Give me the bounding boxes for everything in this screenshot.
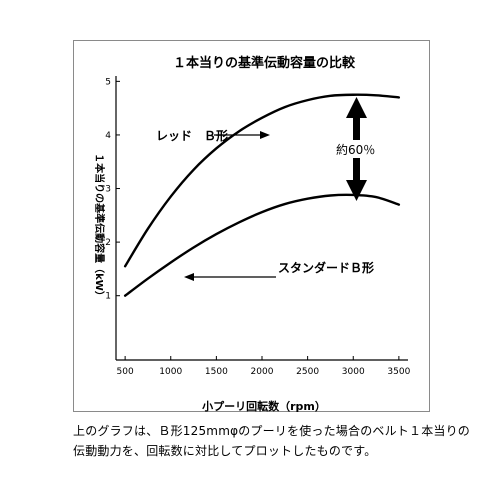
series-label-red-b: レッド Ｂ形 — [156, 129, 228, 143]
series-layer — [123, 93, 401, 297]
x-tick-label: 1000 — [159, 367, 182, 377]
y-tick-label: 2 — [105, 238, 111, 248]
caption-line-2: 伝動動力を、回転数に対比してプロットしたものです。 — [73, 444, 377, 458]
x-tick-label: 2000 — [251, 367, 274, 377]
x-ticks: 500 1000 1500 2000 2500 3000 3500 — [117, 356, 411, 377]
chart-title: １本当りの基準伝動容量の比較 — [173, 55, 356, 71]
series-line-standard-b — [123, 193, 401, 297]
y-tick-label: 5 — [105, 77, 111, 87]
series-label-standard-b: スタンダードＢ形 — [278, 260, 374, 275]
y-axis-label-text: １本当りの基準伝動容量（kW） — [93, 153, 106, 301]
red-b-leader-arrowhead — [260, 131, 270, 139]
x-axis-label: 小プーリ回転数（rpm） — [201, 399, 326, 413]
y-tick-label: 3 — [105, 185, 111, 195]
annotation-bg — [332, 140, 384, 158]
x-tick-label: 1500 — [205, 367, 228, 377]
y-tick-label: 4 — [105, 131, 111, 141]
y-ticks: 1 2 3 4 5 — [105, 77, 120, 302]
series-line-red-b — [123, 93, 401, 268]
y-tick-label: 1 — [105, 292, 111, 302]
chart-frame: １本当りの基準伝動容量の比較 １本当りの基準伝動容量（kW） 小プーリ回転数（r… — [73, 40, 430, 413]
y-axis-label: １本当りの基準伝動容量（kW） — [93, 153, 106, 301]
caption-line-1: 上のグラフは、Ｂ形125mmφのプーリを使った場合のベルト１本当りの — [73, 424, 471, 438]
chart-svg: １本当りの基準伝動容量の比較 １本当りの基準伝動容量（kW） 小プーリ回転数（r… — [93, 55, 411, 413]
annotation-difference: 約60％ — [336, 142, 375, 157]
x-tick-label: 3500 — [387, 367, 410, 377]
standard-b-leader-arrowhead — [184, 273, 194, 281]
x-tick-label: 3000 — [342, 367, 365, 377]
x-tick-label: 2500 — [296, 367, 319, 377]
caption: 上のグラフは、Ｂ形125mmφのプーリを使った場合のベルト１本当りの 伝動動力を… — [73, 421, 471, 461]
x-tick-label: 500 — [117, 367, 134, 377]
